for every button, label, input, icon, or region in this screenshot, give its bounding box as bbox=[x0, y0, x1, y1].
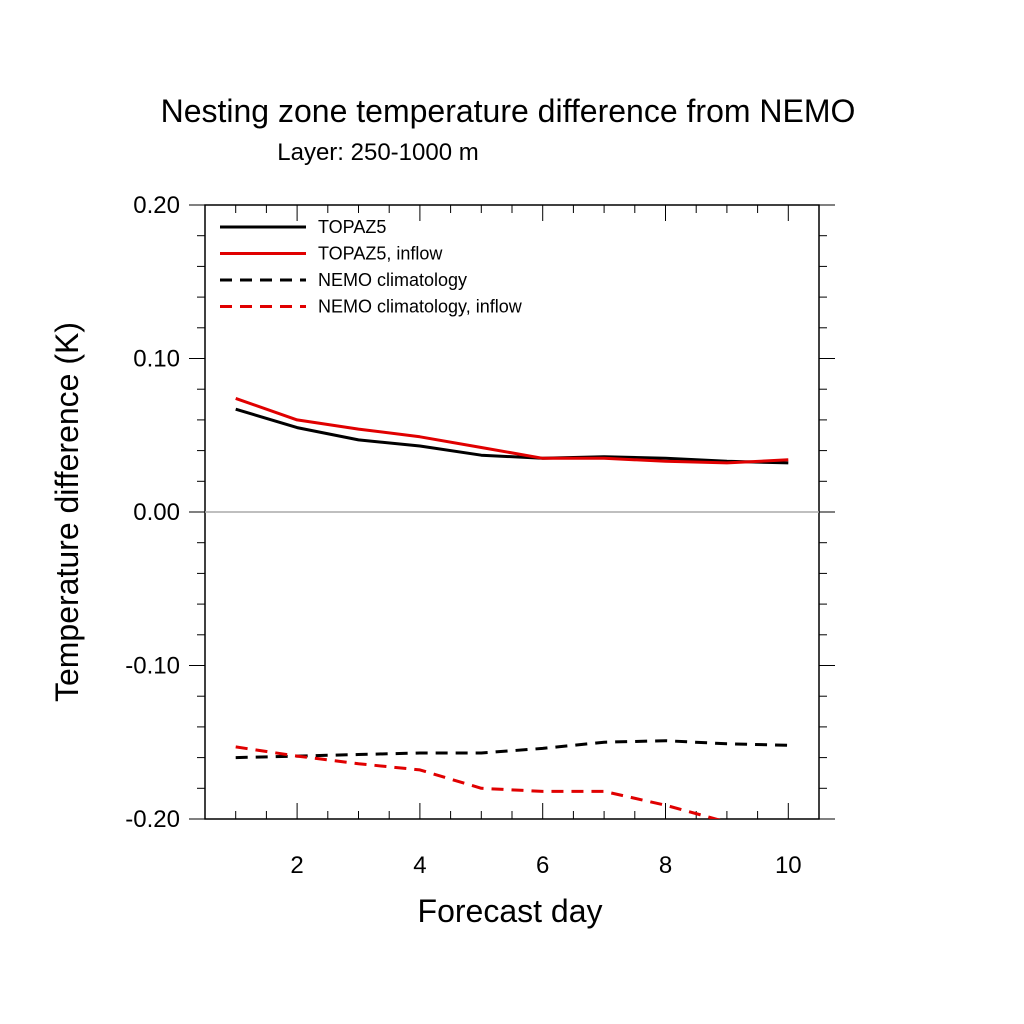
series-line-nemo-climatology-inflow bbox=[235, 745, 722, 819]
legend-label: TOPAZ5, inflow bbox=[318, 244, 443, 264]
series-line-topaz5 bbox=[235, 407, 789, 465]
legend-label: NEMO climatology bbox=[318, 270, 467, 290]
series-line-topaz5-inflow bbox=[235, 396, 789, 465]
tick-labels-group: 2 4 6 8 10 -0.20 -0.10 0.00 0.10 0.20 bbox=[125, 192, 801, 879]
y-tick-label: 0.10 bbox=[133, 346, 180, 373]
y-tick-label: -0.20 bbox=[125, 806, 180, 833]
x-tick-label: 8 bbox=[659, 852, 672, 879]
legend: TOPAZ5 TOPAZ5, inflow NEMO climatology NEMO… bbox=[220, 217, 523, 317]
y-tick-label: 0.00 bbox=[133, 499, 180, 526]
legend-label: TOPAZ5 bbox=[318, 217, 386, 237]
series-line-nemo-climatology bbox=[235, 739, 789, 760]
chart-title: Nesting zone temperature difference from… bbox=[161, 93, 856, 129]
x-tick-label: 10 bbox=[775, 852, 802, 879]
y-tick-label: -0.10 bbox=[125, 653, 180, 680]
legend-label: NEMO climatology, inflow bbox=[318, 297, 523, 317]
y-tick-label: 0.20 bbox=[133, 192, 180, 219]
x-tick-label: 2 bbox=[290, 852, 303, 879]
y-axis-label: Temperature difference (K) bbox=[49, 322, 85, 702]
series-group bbox=[235, 396, 789, 819]
x-axis-label: Forecast day bbox=[418, 893, 603, 929]
x-tick-label: 6 bbox=[536, 852, 549, 879]
x-tick-label: 4 bbox=[413, 852, 426, 879]
ticks-group bbox=[189, 204, 835, 820]
chart-subtitle: Layer: 250-1000 m bbox=[277, 139, 478, 166]
